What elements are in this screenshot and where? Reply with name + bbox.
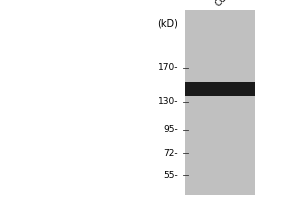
Text: 55-: 55- — [163, 170, 178, 180]
Text: 170-: 170- — [158, 64, 178, 72]
Bar — [185, 82, 255, 96]
Text: 130-: 130- — [158, 98, 178, 106]
Text: (kD): (kD) — [157, 18, 178, 28]
Bar — [185, 10, 255, 195]
Text: 95-: 95- — [163, 126, 178, 134]
Text: COS7: COS7 — [214, 0, 238, 8]
Text: 72-: 72- — [164, 148, 178, 158]
